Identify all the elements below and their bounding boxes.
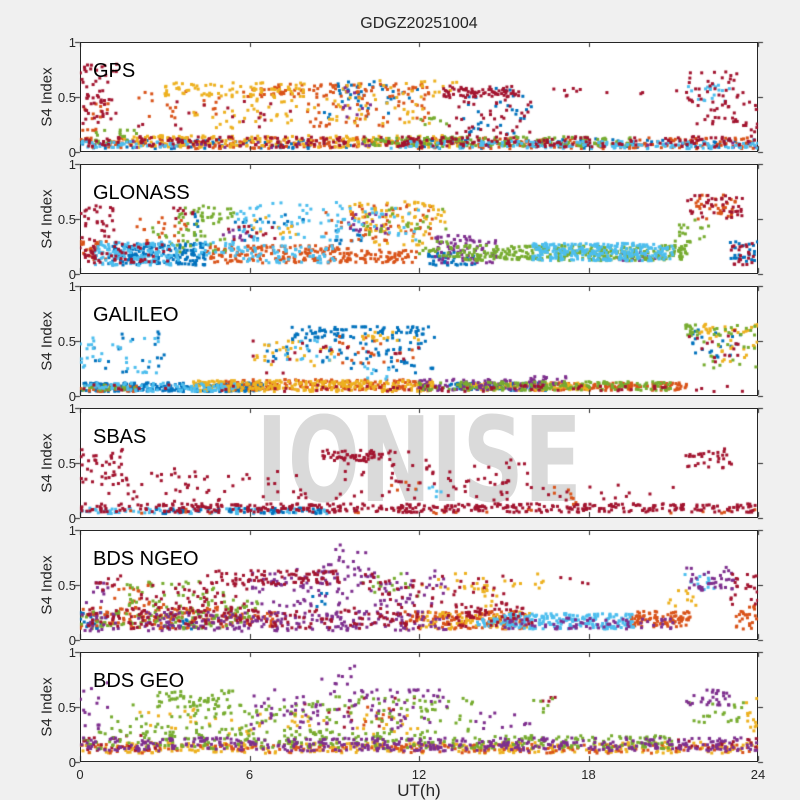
panel-label-bds-geo: BDS GEO bbox=[93, 670, 185, 692]
x-tick-label: 24 bbox=[750, 767, 766, 782]
panel-label-gps: GPS bbox=[93, 60, 136, 82]
y-tick-label: 1 bbox=[68, 35, 76, 50]
y-tick-label: 0.5 bbox=[57, 334, 76, 349]
x-axis-label: UT(h) bbox=[397, 781, 441, 800]
panel-label-bds-ngeo: BDS NGEO bbox=[93, 548, 199, 570]
x-tick-label: 12 bbox=[411, 767, 427, 782]
x-tick-label: 6 bbox=[245, 767, 254, 782]
panel-bds-ngeo bbox=[80, 530, 758, 640]
y-tick-label: 0.5 bbox=[57, 456, 76, 471]
y-tick-label: 1 bbox=[68, 279, 76, 294]
x-tick-label: 0 bbox=[76, 767, 84, 782]
x-tick-label: 18 bbox=[581, 767, 596, 782]
y-tick-label: 1 bbox=[68, 645, 76, 660]
y-tick-label: 0.5 bbox=[57, 578, 76, 593]
y-tick-label: 0.5 bbox=[57, 212, 76, 227]
y-tick-label: 0 bbox=[68, 755, 76, 770]
panel-bds-geo bbox=[80, 652, 758, 762]
panel-label-galileo: GALILEO bbox=[93, 304, 179, 326]
panel-gps bbox=[80, 42, 758, 152]
panel-label-sbas: SBAS bbox=[93, 426, 147, 448]
panel-glonass bbox=[80, 164, 758, 274]
y-tick-label: 1 bbox=[68, 401, 76, 416]
y-tick-label: 1 bbox=[68, 157, 76, 172]
y-tick-label: 0.5 bbox=[57, 90, 76, 105]
panel-label-glonass: GLONASS bbox=[93, 182, 190, 204]
y-tick-label: 0.5 bbox=[57, 700, 76, 715]
y-tick-label: 1 bbox=[68, 523, 76, 538]
chart-title: GDGZ20251004 bbox=[360, 15, 478, 32]
watermark: IONISE bbox=[256, 391, 582, 529]
panel-galileo bbox=[80, 286, 758, 396]
